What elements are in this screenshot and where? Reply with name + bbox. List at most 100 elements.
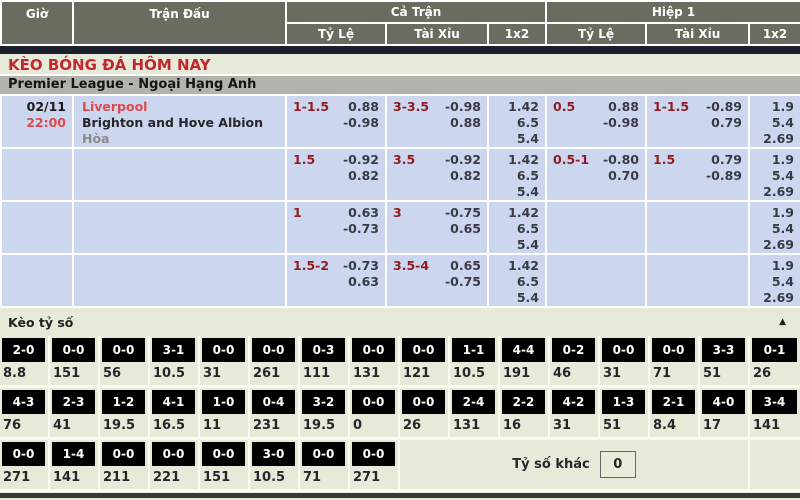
score-odds-value[interactable]: 19.5 bbox=[303, 418, 336, 433]
score-odds-value[interactable]: 271 bbox=[353, 470, 381, 485]
score-odds-value[interactable]: 11 bbox=[203, 418, 222, 433]
ft-handicap-odds-bottom[interactable]: -0.73 bbox=[342, 221, 379, 236]
ft-handicap-odds-top[interactable]: -0.92 bbox=[342, 152, 379, 167]
h1-1x2-odds[interactable]: 1.9 bbox=[771, 205, 794, 220]
score-odds-value[interactable]: 76 bbox=[3, 418, 22, 433]
collapse-arrow-icon[interactable]: ▲ bbox=[779, 317, 786, 327]
score-button[interactable]: 0-0 bbox=[602, 338, 645, 362]
score-button[interactable]: 4-1 bbox=[152, 390, 195, 414]
score-button[interactable]: 3-2 bbox=[302, 390, 345, 414]
score-button[interactable]: 1-4 bbox=[52, 442, 95, 466]
score-odds-value[interactable]: 141 bbox=[753, 418, 781, 433]
score-button[interactable]: 0-2 bbox=[552, 338, 595, 362]
score-button[interactable]: 4-2 bbox=[552, 390, 595, 414]
score-button[interactable]: 0-0 bbox=[352, 338, 395, 362]
h1-handicap-odds-top[interactable]: 0.88 bbox=[608, 99, 639, 114]
score-odds-value[interactable]: 261 bbox=[253, 366, 281, 381]
ft-overunder-odds-top[interactable]: 0.65 bbox=[450, 258, 481, 273]
score-odds-value[interactable]: 271 bbox=[3, 470, 31, 485]
score-button[interactable]: 3-3 bbox=[702, 338, 745, 362]
score-button[interactable]: 0-0 bbox=[202, 338, 245, 362]
ft-1x2-odds[interactable]: 1.42 bbox=[508, 258, 539, 273]
score-odds-value[interactable]: 51 bbox=[603, 418, 622, 433]
score-odds-value[interactable]: 8.4 bbox=[653, 418, 677, 433]
score-button[interactable]: 0-4 bbox=[252, 390, 295, 414]
score-odds-value[interactable]: 131 bbox=[453, 418, 481, 433]
h1-1x2-odds[interactable]: 5.4 bbox=[771, 115, 794, 130]
h1-1x2-odds[interactable]: 1.9 bbox=[771, 152, 794, 167]
h1-1x2-odds[interactable]: 2.69 bbox=[763, 237, 794, 252]
score-odds-value[interactable]: 71 bbox=[653, 366, 672, 381]
score-button[interactable]: 0-1 bbox=[752, 338, 797, 362]
score-odds-value[interactable]: 151 bbox=[53, 366, 81, 381]
score-button[interactable]: 2-3 bbox=[52, 390, 95, 414]
score-odds-value[interactable]: 16.5 bbox=[153, 418, 186, 433]
h1-1x2-odds[interactable]: 5.4 bbox=[771, 168, 794, 183]
score-odds-value[interactable]: 121 bbox=[403, 366, 431, 381]
score-button[interactable]: 4-0 bbox=[702, 390, 745, 414]
h1-1x2-odds[interactable]: 5.4 bbox=[771, 221, 794, 236]
score-odds-value[interactable]: 17 bbox=[703, 418, 722, 433]
h1-1x2-odds[interactable]: 5.4 bbox=[771, 274, 794, 289]
other-score-value[interactable]: 0 bbox=[599, 451, 636, 478]
ft-overunder-odds-bottom[interactable]: -0.75 bbox=[444, 274, 481, 289]
ft-overunder-odds-bottom[interactable]: 0.82 bbox=[450, 168, 481, 183]
ft-1x2-odds[interactable]: 5.4 bbox=[516, 237, 539, 252]
score-button[interactable]: 0-0 bbox=[402, 390, 445, 414]
score-odds-value[interactable]: 111 bbox=[303, 366, 331, 381]
ft-1x2-odds[interactable]: 1.42 bbox=[508, 99, 539, 114]
score-odds-value[interactable]: 19.5 bbox=[103, 418, 136, 433]
h1-1x2-odds[interactable]: 1.9 bbox=[771, 258, 794, 273]
score-odds-value[interactable]: 10.5 bbox=[153, 366, 186, 381]
ft-1x2-odds[interactable]: 1.42 bbox=[508, 152, 539, 167]
h1-overunder-odds-bottom[interactable]: -0.89 bbox=[705, 168, 742, 183]
h1-1x2-odds[interactable]: 2.69 bbox=[763, 131, 794, 146]
score-button[interactable]: 0-0 bbox=[652, 338, 695, 362]
score-button[interactable]: 2-4 bbox=[452, 390, 495, 414]
h1-1x2-odds[interactable]: 1.9 bbox=[771, 99, 794, 114]
score-button[interactable]: 2-1 bbox=[652, 390, 695, 414]
h1-handicap-odds-bottom[interactable]: 0.70 bbox=[608, 168, 639, 183]
ft-handicap-odds-top[interactable]: -0.73 bbox=[342, 258, 379, 273]
h1-overunder-odds-top[interactable]: 0.79 bbox=[711, 152, 742, 167]
score-button[interactable]: 0-0 bbox=[252, 338, 295, 362]
score-button[interactable]: 0-0 bbox=[302, 442, 345, 466]
score-button[interactable]: 3-1 bbox=[152, 338, 195, 362]
ft-overunder-odds-top[interactable]: -0.92 bbox=[444, 152, 481, 167]
score-odds-value[interactable]: 46 bbox=[553, 366, 572, 381]
score-button[interactable]: 1-3 bbox=[602, 390, 645, 414]
ft-overunder-odds-bottom[interactable]: 0.88 bbox=[450, 115, 481, 130]
score-button[interactable]: 0-0 bbox=[102, 338, 145, 362]
score-button[interactable]: 2-0 bbox=[2, 338, 45, 362]
score-odds-value[interactable]: 31 bbox=[203, 366, 222, 381]
score-odds-value[interactable]: 51 bbox=[703, 366, 722, 381]
score-button[interactable]: 0-0 bbox=[152, 442, 195, 466]
ft-1x2-odds[interactable]: 6.5 bbox=[516, 221, 539, 236]
score-odds-value[interactable]: 211 bbox=[103, 470, 131, 485]
score-odds-value[interactable]: 231 bbox=[253, 418, 281, 433]
h1-1x2-odds[interactable]: 2.69 bbox=[763, 184, 794, 199]
score-odds-value[interactable]: 10.5 bbox=[253, 470, 286, 485]
score-button[interactable]: 4-3 bbox=[2, 390, 45, 414]
ft-overunder-odds-top[interactable]: -0.98 bbox=[444, 99, 481, 114]
score-odds-value[interactable]: 151 bbox=[203, 470, 231, 485]
ft-1x2-odds[interactable]: 5.4 bbox=[516, 290, 539, 305]
score-button[interactable]: 0-0 bbox=[102, 442, 145, 466]
score-button[interactable]: 0-0 bbox=[352, 442, 395, 466]
score-odds-value[interactable]: 56 bbox=[103, 366, 122, 381]
score-odds-value[interactable]: 31 bbox=[603, 366, 622, 381]
ft-1x2-odds[interactable]: 6.5 bbox=[516, 115, 539, 130]
ft-handicap-odds-top[interactable]: 0.88 bbox=[348, 99, 379, 114]
score-button[interactable]: 0-0 bbox=[2, 442, 45, 466]
h1-1x2-odds[interactable]: 2.69 bbox=[763, 290, 794, 305]
score-button[interactable]: 3-4 bbox=[752, 390, 797, 414]
score-button[interactable]: 0-0 bbox=[52, 338, 95, 362]
score-button[interactable]: 0-0 bbox=[202, 442, 245, 466]
h1-overunder-odds-bottom[interactable]: 0.79 bbox=[711, 115, 742, 130]
ft-handicap-odds-top[interactable]: 0.63 bbox=[348, 205, 379, 220]
score-odds-value[interactable]: 131 bbox=[353, 366, 381, 381]
score-button[interactable]: 1-1 bbox=[452, 338, 495, 362]
score-odds-value[interactable]: 221 bbox=[153, 470, 181, 485]
ft-1x2-odds[interactable]: 1.42 bbox=[508, 205, 539, 220]
score-odds-value[interactable]: 71 bbox=[303, 470, 322, 485]
